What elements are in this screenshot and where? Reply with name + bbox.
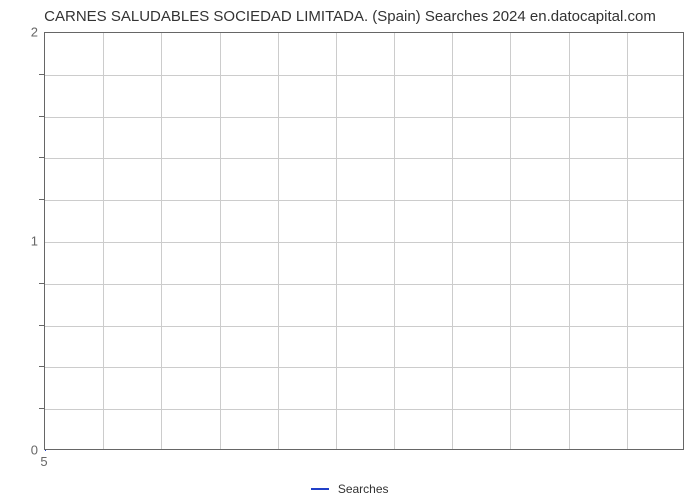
plot-area <box>44 32 684 450</box>
chart-title: CARNES SALUDABLES SOCIEDAD LIMITADA. (Sp… <box>0 8 700 25</box>
legend-line-icon <box>311 488 329 490</box>
x-tick-label: 5 <box>40 454 47 469</box>
legend: Searches <box>0 481 700 496</box>
chart-container: CARNES SALUDABLES SOCIEDAD LIMITADA. (Sp… <box>0 0 700 500</box>
y-tick-label: 1 <box>31 234 38 249</box>
y-tick-label: 2 <box>31 25 38 40</box>
data-series-line <box>45 33 685 451</box>
y-tick-label: 0 <box>31 443 38 458</box>
legend-label: Searches <box>338 482 389 496</box>
